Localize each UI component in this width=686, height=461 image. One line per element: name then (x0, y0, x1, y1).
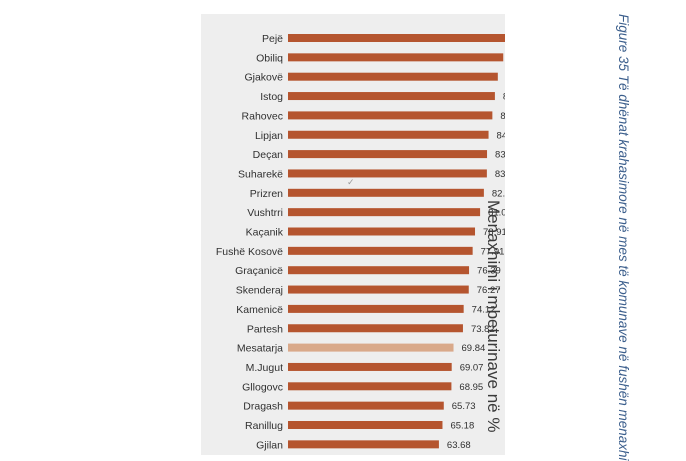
bar (288, 92, 495, 101)
bar (288, 401, 444, 410)
value-label: 83.98 (495, 150, 505, 161)
figure-caption: Figure 35 Të dhënat krahasimore në mes t… (616, 14, 630, 461)
value-label: 65.73 (452, 401, 476, 412)
bar-chart: Pejë98.76Obiliq90.82Gjakovë88.53Istog87.… (216, 33, 505, 451)
category-label: Rahovec (242, 110, 283, 122)
category-label: Gjakovë (244, 72, 283, 84)
bar (288, 150, 488, 159)
value-label: 77.91 (481, 246, 505, 257)
value-label: 83.91 (495, 169, 505, 180)
value-label: 63.68 (447, 440, 471, 451)
average-bar (288, 343, 454, 352)
bar (288, 304, 464, 313)
category-label: Prizren (250, 188, 283, 200)
category-label: Gjilan (256, 439, 283, 451)
value-label: 81.05 (488, 208, 505, 219)
chart-panel: Pejë98.76Obiliq90.82Gjakovë88.53Istog87.… (201, 14, 505, 455)
bar (288, 227, 476, 236)
category-label: Skenderaj (236, 285, 283, 297)
category-label: Pejë (262, 33, 283, 45)
bar (288, 382, 452, 391)
bar (288, 362, 452, 371)
bar (288, 246, 473, 255)
value-label: 76.39 (477, 266, 501, 277)
bar (288, 72, 498, 81)
value-label: 87.30 (503, 92, 505, 103)
value-label: 86.23 (500, 111, 505, 122)
value-label: 73.82 (471, 324, 495, 335)
value-label: 78.91 (483, 227, 505, 238)
category-label: Dragash (243, 401, 283, 413)
category-label: Partesh (247, 323, 283, 335)
value-label: 69.84 (462, 343, 486, 354)
bar (288, 169, 487, 178)
category-label: Kaçanik (246, 227, 284, 239)
category-label: Obiliq (256, 52, 283, 64)
category-label: Ranillug (245, 420, 283, 432)
category-label: M.Jugut (246, 362, 283, 374)
value-label: 69.07 (460, 362, 484, 373)
category-label: Lipjan (255, 130, 283, 142)
value-label: 74.12 (472, 304, 496, 315)
bar (288, 130, 489, 139)
category-label: Deçan (253, 149, 284, 161)
value-label: 82.65 (492, 188, 505, 199)
bar (288, 53, 504, 62)
bar (288, 324, 463, 333)
category-label: Fushë Kosovë (216, 246, 283, 258)
category-label: Vushtrri (247, 207, 283, 219)
bar (288, 188, 484, 197)
category-label: Suharekë (238, 168, 283, 180)
category-label: Istog (260, 91, 283, 103)
category-label: Gllogovc (242, 381, 283, 393)
bar (288, 421, 443, 429)
bar (288, 440, 439, 449)
value-label: 65.18 (450, 421, 474, 432)
category-label: Kamenicë (236, 304, 283, 316)
bar (288, 111, 493, 120)
check-mark-icon: ✓ (347, 177, 355, 187)
bar (288, 208, 481, 217)
value-label: 76.27 (477, 285, 501, 296)
axis-title: Menaxhimi i mbeturinave në % (484, 200, 503, 433)
bar (288, 34, 505, 42)
category-label: Graçanicë (235, 265, 283, 277)
bar (288, 266, 470, 275)
value-label: 84.62 (497, 130, 505, 141)
category-label: Mesatarja (237, 343, 283, 355)
value-label: 68.95 (459, 382, 483, 393)
bar (288, 285, 469, 294)
